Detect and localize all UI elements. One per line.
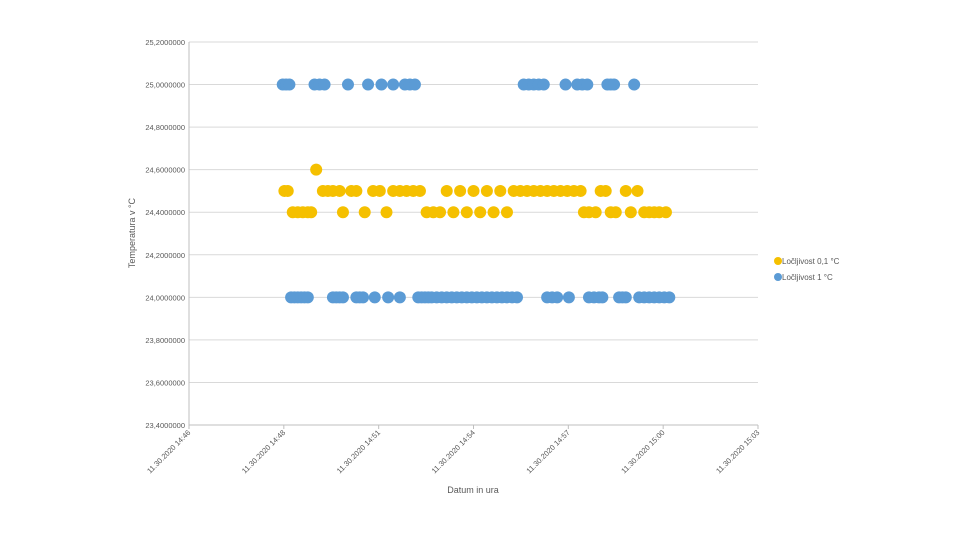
data-point: [380, 206, 393, 219]
data-point: [368, 291, 381, 304]
x-axis-title: Datum in ura: [447, 485, 499, 495]
data-point: [581, 78, 594, 91]
data-point: [318, 78, 331, 91]
legend-entry: Ločljivost 1 °C: [774, 273, 833, 282]
x-tick: 11.30.2020 14:46: [145, 425, 192, 475]
data-point: [619, 184, 632, 197]
data-point: [574, 184, 587, 197]
data-point: [487, 206, 500, 219]
y-axis-title: Temperatura v °C: [127, 197, 137, 268]
data-point: [362, 78, 375, 91]
data-point: [480, 184, 493, 197]
y-tick-label: 23,4000000: [145, 421, 185, 430]
series-layer: [276, 78, 676, 304]
data-point: [454, 184, 467, 197]
x-tick-label: 11.30.2020 14:51: [335, 428, 382, 475]
data-point: [659, 206, 672, 219]
x-tick-label: 11.30.2020 15:00: [619, 428, 666, 475]
data-point: [310, 163, 323, 176]
data-point: [375, 78, 388, 91]
data-point: [336, 206, 349, 219]
data-point: [333, 184, 346, 197]
data-point: [373, 184, 386, 197]
x-tick: 11.30.2020 15:03: [714, 425, 761, 475]
y-tick-label: 23,6000000: [145, 378, 185, 387]
x-tick: 11.30.2020 14:48: [240, 425, 287, 475]
axes: [188, 42, 758, 426]
legend-marker: [774, 273, 782, 281]
x-tick: 11.30.2020 14:54: [430, 425, 477, 475]
legend-label: Ločljivost 0,1 °C: [782, 257, 840, 266]
x-tick-label: 11.30.2020 14:54: [430, 428, 477, 475]
data-point: [305, 206, 318, 219]
y-tick-label: 24,8000000: [145, 123, 185, 132]
data-point: [434, 206, 447, 219]
data-point: [663, 291, 676, 304]
data-point: [551, 291, 564, 304]
data-point: [589, 206, 602, 219]
legend: Ločljivost 0,1 °C Ločljivost 1 °C: [774, 257, 840, 282]
y-tick-label: 24,4000000: [145, 208, 185, 217]
y-tick-labels: 23,4000000 23,6000000 23,8000000 24,0000000…: [145, 38, 185, 430]
data-point: [413, 184, 426, 197]
data-point: [382, 291, 395, 304]
data-point: [562, 291, 575, 304]
data-point: [440, 184, 453, 197]
data-point: [494, 184, 507, 197]
x-tick: 11.30.2020 14:57: [524, 425, 572, 475]
x-tick-labels: 11.30.2020 14:46 11.30.2020 14:48 11.30.20…: [145, 425, 761, 475]
data-point: [281, 184, 294, 197]
y-tick-label: 25,2000000: [145, 38, 185, 47]
y-tick-label: 23,8000000: [145, 336, 185, 345]
data-point: [631, 184, 644, 197]
x-tick: 11.30.2020 14:51: [335, 425, 382, 475]
data-point: [628, 78, 641, 91]
x-tick: 11.30.2020 15:00: [619, 425, 667, 475]
data-point: [460, 206, 473, 219]
legend-label: Ločljivost 1 °C: [782, 273, 833, 282]
data-point: [358, 206, 371, 219]
series-1: [278, 163, 672, 219]
x-tick-label: 11.30.2020 14:57: [524, 428, 571, 475]
data-point: [559, 78, 572, 91]
y-tick-label: 25,0000000: [145, 81, 185, 90]
data-point: [336, 291, 349, 304]
data-point: [350, 184, 363, 197]
y-tick-label: 24,6000000: [145, 166, 185, 175]
data-point: [301, 291, 314, 304]
data-point: [500, 206, 513, 219]
data-point: [467, 184, 480, 197]
data-point: [608, 78, 621, 91]
gridlines: [189, 41, 758, 383]
data-point: [447, 206, 460, 219]
data-point: [537, 78, 550, 91]
data-point: [609, 206, 622, 219]
legend-marker: [774, 257, 782, 265]
data-point: [283, 78, 296, 91]
x-tick-label: 11.30.2020 14:46: [145, 428, 192, 475]
data-point: [474, 206, 487, 219]
data-point: [387, 78, 400, 91]
x-tick-label: 11.30.2020 14:48: [240, 428, 287, 475]
data-point: [408, 78, 421, 91]
data-point: [619, 291, 632, 304]
series-2: [276, 78, 676, 304]
data-point: [393, 291, 406, 304]
legend-entry: Ločljivost 0,1 °C: [774, 257, 840, 266]
data-point: [596, 291, 609, 304]
data-point: [341, 78, 354, 91]
data-point: [357, 291, 370, 304]
data-point: [599, 184, 612, 197]
x-tick-label: 11.30.2020 15:03: [714, 428, 761, 475]
y-tick-label: 24,0000000: [145, 293, 185, 302]
y-tick-label: 24,2000000: [145, 251, 185, 260]
data-point: [624, 206, 637, 219]
data-point: [511, 291, 524, 304]
